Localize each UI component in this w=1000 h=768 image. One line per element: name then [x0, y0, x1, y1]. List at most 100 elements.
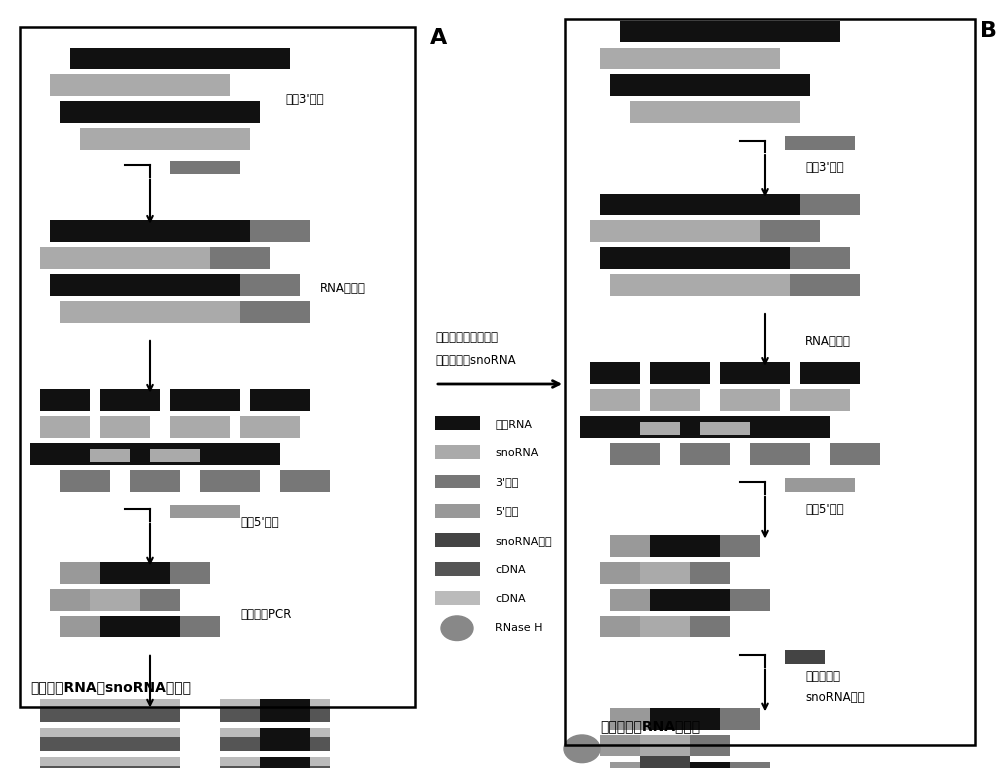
- Bar: [80, 128, 250, 150]
- Bar: [640, 562, 690, 584]
- Bar: [690, 735, 730, 756]
- Bar: [50, 220, 250, 242]
- Bar: [210, 247, 270, 269]
- Bar: [280, 470, 330, 492]
- Bar: [435, 562, 480, 576]
- Bar: [170, 161, 240, 174]
- Bar: [220, 757, 260, 768]
- Text: 只得到目的RNA的序列: 只得到目的RNA的序列: [600, 719, 700, 733]
- Bar: [720, 389, 780, 411]
- Bar: [100, 416, 150, 438]
- Bar: [260, 699, 310, 713]
- Bar: [640, 735, 690, 756]
- Text: snoRNA: snoRNA: [495, 448, 538, 458]
- Text: 得到目的RNA和snoRNA的序列: 得到目的RNA和snoRNA的序列: [30, 680, 191, 694]
- Bar: [260, 766, 310, 768]
- Bar: [100, 562, 170, 584]
- Bar: [250, 220, 310, 242]
- Bar: [600, 194, 800, 215]
- Bar: [40, 699, 180, 713]
- Text: RNA片段化: RNA片段化: [805, 336, 851, 348]
- Bar: [100, 389, 160, 411]
- Bar: [260, 757, 310, 768]
- Bar: [150, 449, 200, 462]
- Bar: [650, 535, 720, 557]
- Text: 连接3'接头: 连接3'接头: [285, 94, 324, 106]
- Bar: [690, 616, 730, 637]
- Text: 连接5'接头: 连接5'接头: [805, 503, 844, 515]
- Bar: [20, 27, 415, 707]
- Bar: [580, 416, 830, 438]
- Bar: [600, 616, 640, 637]
- Text: 3'接头: 3'接头: [495, 477, 518, 488]
- Bar: [435, 533, 480, 547]
- Bar: [730, 589, 770, 611]
- Bar: [600, 48, 780, 69]
- Bar: [100, 616, 180, 637]
- Bar: [785, 136, 855, 150]
- Bar: [40, 389, 90, 411]
- Bar: [720, 535, 760, 557]
- Bar: [140, 589, 180, 611]
- Bar: [310, 757, 330, 768]
- Bar: [220, 728, 260, 742]
- Bar: [800, 362, 860, 384]
- Bar: [610, 443, 660, 465]
- Text: cDNA: cDNA: [495, 594, 526, 604]
- Text: 连接3'接头: 连接3'接头: [805, 161, 844, 174]
- Bar: [830, 443, 880, 465]
- Bar: [60, 470, 110, 492]
- Text: 连接5'接头: 连接5'接头: [240, 516, 279, 528]
- Bar: [650, 762, 730, 768]
- Bar: [50, 589, 90, 611]
- Bar: [170, 562, 210, 584]
- Bar: [220, 708, 260, 722]
- Bar: [220, 737, 260, 751]
- Bar: [60, 562, 100, 584]
- Bar: [40, 737, 180, 751]
- Bar: [610, 74, 810, 96]
- Circle shape: [564, 735, 600, 763]
- Bar: [40, 766, 180, 768]
- Text: 反转录和PCR: 反转录和PCR: [240, 608, 291, 621]
- Bar: [650, 389, 700, 411]
- Bar: [435, 416, 480, 430]
- Bar: [60, 301, 240, 323]
- Bar: [790, 274, 860, 296]
- Bar: [90, 449, 130, 462]
- Text: RNase H: RNase H: [495, 623, 542, 634]
- Bar: [240, 416, 300, 438]
- Bar: [730, 762, 770, 768]
- Bar: [40, 247, 210, 269]
- Bar: [640, 616, 690, 637]
- Bar: [600, 735, 640, 756]
- Text: snoRNA探针: snoRNA探针: [495, 535, 552, 546]
- Bar: [640, 756, 690, 768]
- Bar: [790, 389, 850, 411]
- Bar: [610, 535, 650, 557]
- Text: B: B: [980, 21, 997, 41]
- Bar: [260, 708, 310, 722]
- Text: cDNA: cDNA: [495, 564, 526, 575]
- Bar: [435, 475, 480, 488]
- Bar: [220, 699, 260, 713]
- Bar: [640, 422, 680, 435]
- Bar: [220, 766, 260, 768]
- Bar: [720, 708, 760, 730]
- Bar: [180, 616, 220, 637]
- Bar: [785, 650, 825, 664]
- Text: A: A: [430, 28, 447, 48]
- Bar: [800, 194, 860, 215]
- Bar: [310, 708, 330, 722]
- Bar: [590, 220, 760, 242]
- Bar: [720, 362, 790, 384]
- Bar: [790, 247, 850, 269]
- Bar: [40, 708, 180, 722]
- Bar: [435, 504, 480, 518]
- Bar: [260, 728, 310, 742]
- Bar: [170, 505, 240, 518]
- Bar: [30, 443, 280, 465]
- Bar: [240, 274, 300, 296]
- Bar: [40, 416, 90, 438]
- Bar: [750, 443, 810, 465]
